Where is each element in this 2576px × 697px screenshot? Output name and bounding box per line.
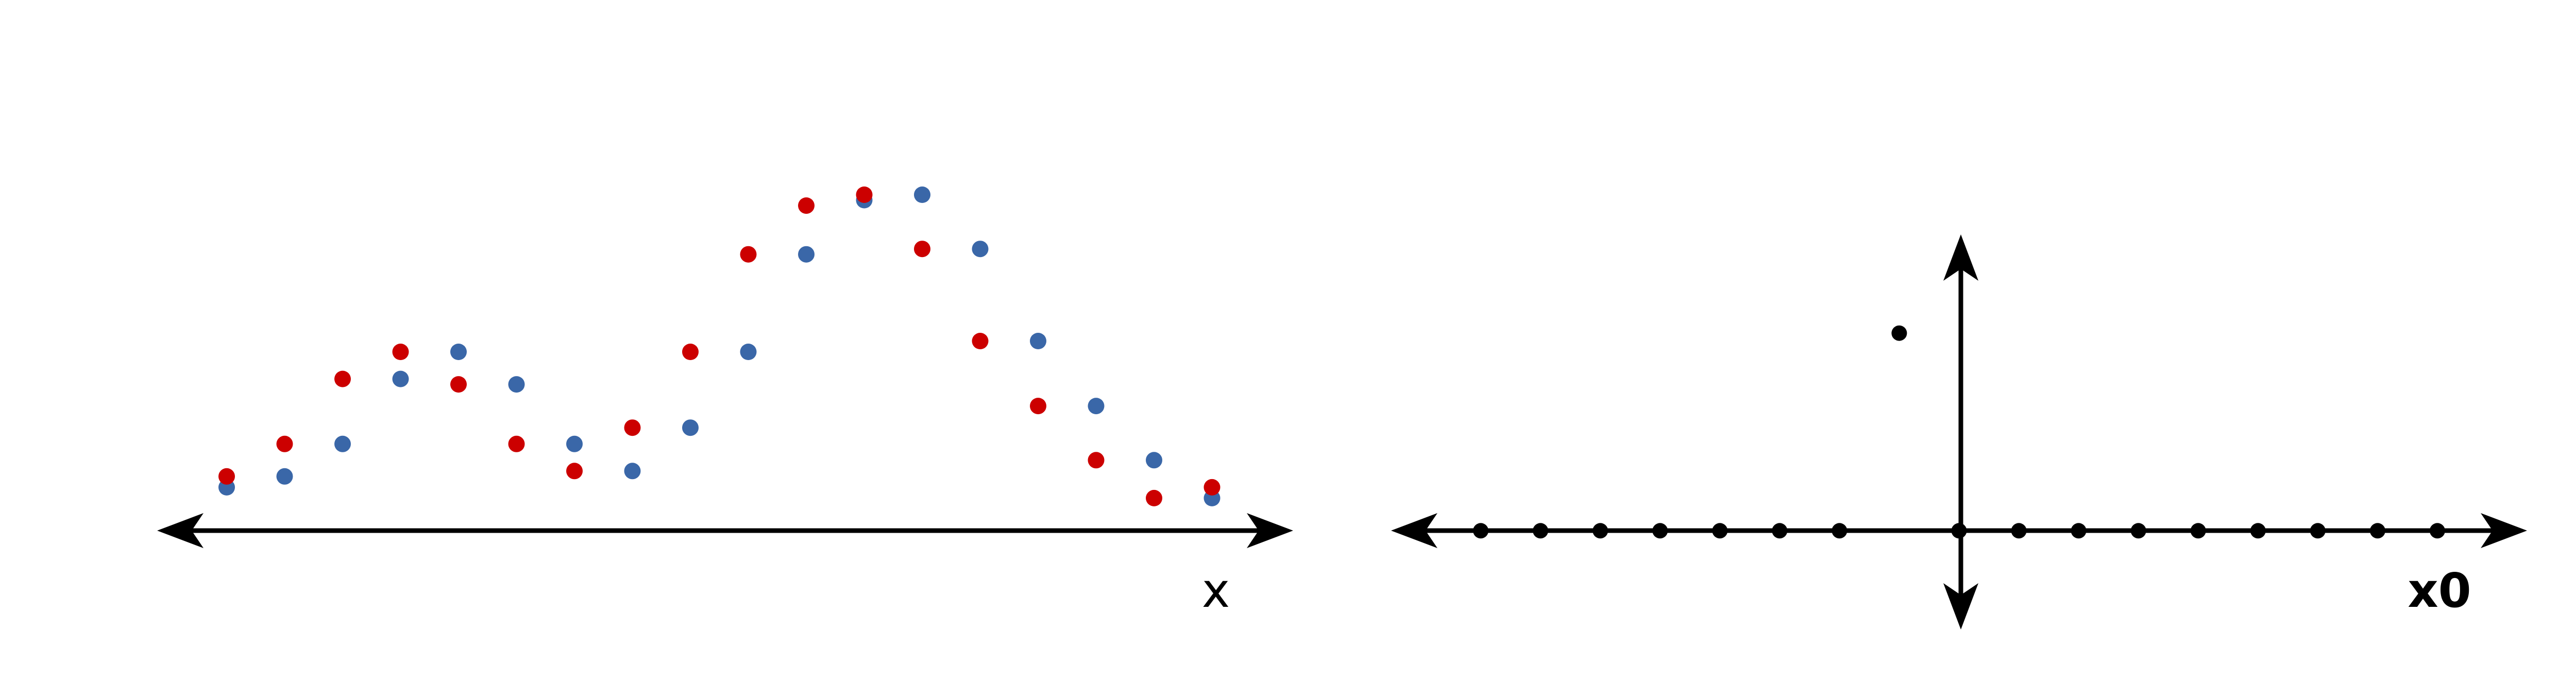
left-series-1-point-15 bbox=[1030, 333, 1046, 349]
right-axis-point-8 bbox=[1951, 523, 1967, 539]
left-series-1-point-5 bbox=[450, 344, 467, 360]
right-scatter-panel: x0 bbox=[1391, 234, 2527, 630]
left-series-2-point-1 bbox=[218, 468, 235, 485]
left-series-1-point-10 bbox=[740, 344, 757, 360]
left-series-2-point-18 bbox=[1204, 479, 1221, 496]
right-axis-point-16 bbox=[2429, 523, 2445, 539]
left-series-2-point-4 bbox=[392, 344, 409, 360]
right-axis-point-15 bbox=[2369, 523, 2385, 539]
right-axis-point-14 bbox=[2310, 523, 2326, 539]
right-axis-point-9 bbox=[2011, 523, 2027, 539]
left-series-2-point-9 bbox=[682, 344, 699, 360]
left-x-axis-arrow-left bbox=[157, 513, 204, 548]
right-data-points bbox=[1473, 325, 2445, 539]
right-x-axis-label: x0 bbox=[2408, 563, 2471, 618]
left-series-2-point-5 bbox=[450, 376, 467, 393]
left-series-1-point-2 bbox=[276, 468, 293, 485]
left-series-2-point-8 bbox=[624, 419, 641, 436]
left-series-1-point-17 bbox=[1146, 452, 1162, 469]
left-series-1-point-14 bbox=[972, 241, 989, 258]
right-axis-point-12 bbox=[2190, 523, 2206, 539]
right-axis-point-5 bbox=[1712, 523, 1728, 539]
left-series-1-point-7 bbox=[566, 435, 583, 452]
left-series-1-point-16 bbox=[1088, 398, 1105, 415]
left-series-1-point-4 bbox=[392, 370, 409, 387]
left-series-1-point-9 bbox=[682, 419, 699, 436]
right-axis-point-13 bbox=[2250, 523, 2266, 539]
left-series-2-point-15 bbox=[1030, 398, 1046, 415]
left-series-2-point-14 bbox=[972, 333, 989, 349]
left-series-2-point-2 bbox=[276, 435, 293, 452]
left-series-2-point-7 bbox=[566, 463, 583, 480]
right-y-axis-arrow-down bbox=[1943, 583, 1978, 630]
left-series-2-point-12 bbox=[856, 186, 873, 203]
right-x-axis-arrow-left bbox=[1391, 513, 1437, 548]
left-series-2-point-16 bbox=[1088, 452, 1105, 469]
right-axis-point-4 bbox=[1652, 523, 1668, 539]
left-series-2-point-3 bbox=[334, 370, 351, 387]
left-data-points bbox=[218, 186, 1221, 506]
right-axis-point-1 bbox=[1473, 523, 1489, 539]
right-axis-point-3 bbox=[1592, 523, 1608, 539]
left-scatter-panel: x bbox=[157, 186, 1293, 618]
right-axis-point-2 bbox=[1533, 523, 1549, 539]
left-x-axis-arrow-right bbox=[1247, 513, 1293, 548]
left-series-2-point-11 bbox=[798, 197, 815, 214]
left-series-1-point-8 bbox=[624, 463, 641, 480]
left-series-1-point-6 bbox=[508, 376, 525, 393]
left-series-2-point-17 bbox=[1146, 489, 1162, 506]
right-axis-point-6 bbox=[1772, 523, 1788, 539]
right-highlight-point bbox=[1891, 325, 1907, 341]
left-series-1-point-13 bbox=[914, 186, 930, 203]
right-y-axis-arrow-up bbox=[1943, 234, 1978, 281]
left-x-axis-label: x bbox=[1202, 563, 1230, 618]
right-axis-point-11 bbox=[2130, 523, 2146, 539]
left-series-1-point-11 bbox=[798, 246, 815, 263]
right-x-axis-arrow-right bbox=[2481, 513, 2527, 548]
left-series-2-point-13 bbox=[914, 241, 930, 258]
left-series-2-point-6 bbox=[508, 435, 525, 452]
left-series-1-point-3 bbox=[334, 435, 351, 452]
right-axis-point-10 bbox=[2071, 523, 2087, 539]
right-axis-point-7 bbox=[1832, 523, 1848, 539]
left-series-2-point-10 bbox=[740, 246, 757, 263]
